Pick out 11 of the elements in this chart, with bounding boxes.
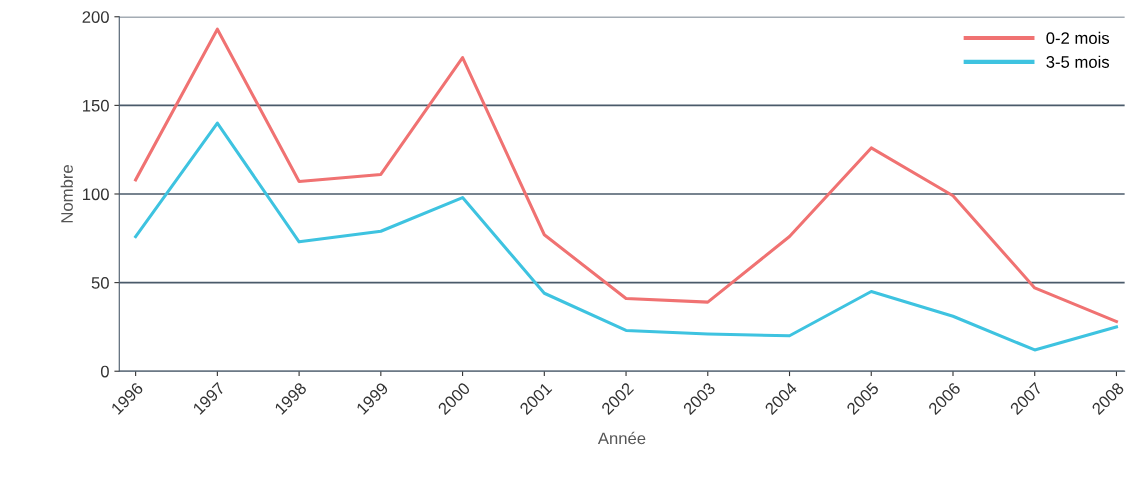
y-tick-label: 50	[91, 277, 109, 289]
line-series	[134, 27, 1118, 324]
legend-label: 3-5 mois	[1046, 55, 1110, 68]
y-tick-label: 150	[83, 99, 109, 112]
line-series	[134, 121, 1118, 352]
legend-label: 0-2 mois	[1046, 31, 1110, 45]
y-tick-label: 200	[82, 11, 109, 23]
y-tick-label: 100	[83, 188, 109, 201]
y-axis-title: Nombre	[60, 165, 73, 223]
y-tick-label: 0	[100, 365, 109, 378]
x-axis-title: Année	[597, 431, 646, 445]
